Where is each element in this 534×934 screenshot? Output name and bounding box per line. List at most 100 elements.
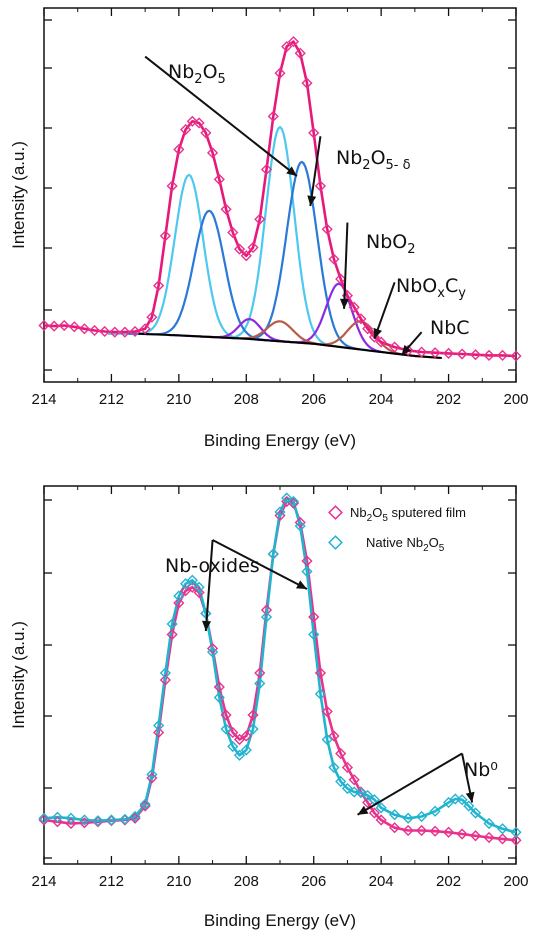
legend: Nb2O5 sputered film Native Nb2O5 — [328, 505, 466, 554]
data-point-native — [119, 813, 131, 825]
data-point — [328, 253, 340, 265]
data-point-sputtered — [301, 555, 313, 567]
arrow-nb2o5_delta_label — [309, 136, 322, 207]
data-point-native — [220, 723, 232, 735]
data-point-sputtered — [321, 705, 333, 718]
arrow-nb_oxides_label-head — [296, 580, 307, 589]
data-point-sputtered — [51, 816, 64, 828]
data-point — [321, 223, 333, 235]
envelope-line — [43, 40, 517, 358]
label-nb2o5-delta: Nb2O5- δ — [336, 147, 411, 173]
x-tick-label: 210 — [166, 391, 191, 408]
data-point-sputtered — [213, 681, 225, 693]
data-point-sputtered — [227, 726, 239, 739]
data-point — [287, 36, 300, 48]
data-point — [38, 319, 50, 332]
data-point-sputtered — [193, 586, 205, 599]
data-point-native — [173, 590, 185, 602]
component-nboxcy-peak-0 — [199, 320, 360, 351]
data-point-native — [247, 723, 259, 735]
data-point-native — [146, 768, 158, 781]
data-point-native — [308, 628, 320, 641]
data-point-native — [301, 565, 313, 578]
x-tick-label: 212 — [99, 873, 124, 890]
data-point-native — [341, 782, 354, 795]
data-point-native — [227, 740, 239, 753]
label-nbc: NbC — [430, 317, 470, 339]
data-point-sputtered — [166, 628, 178, 641]
top-y-ticks — [44, 19, 516, 371]
legend-label-sputtered: Nb2O5 sputered film — [350, 505, 466, 524]
data-point — [240, 250, 252, 262]
data-point-native — [287, 495, 300, 508]
data-point — [335, 273, 347, 285]
data-point — [173, 143, 185, 156]
data-point-native — [78, 814, 91, 826]
legend-marker-sputtered — [328, 505, 343, 520]
data-point-native — [389, 809, 401, 821]
data-point-native — [469, 807, 482, 819]
data-point-native — [159, 667, 171, 679]
data-point — [68, 321, 80, 333]
data-point-native — [206, 646, 219, 658]
data-point-sputtered — [389, 822, 401, 834]
data-point-sputtered — [159, 674, 171, 686]
data-point — [483, 349, 495, 361]
data-point-sputtered — [65, 817, 77, 830]
data-point-native — [402, 812, 414, 824]
data-point-native — [105, 814, 118, 826]
data-point-native — [321, 733, 333, 746]
data-point-native — [139, 798, 151, 810]
data-point-native — [348, 786, 360, 798]
data-point-sputtered — [173, 597, 185, 609]
arrow-nb2o5_delta_label-head — [307, 195, 317, 206]
data-point — [213, 173, 225, 185]
arrow-nb0_label — [357, 752, 463, 816]
data-point-native — [267, 548, 279, 560]
data-point-native — [442, 796, 455, 809]
data-point-native — [260, 611, 273, 623]
component-nbo2-peak-1 — [257, 282, 419, 358]
bottom-y-ticks — [44, 499, 516, 859]
label-nboxcy: NbOxCy — [396, 275, 466, 301]
data-point — [362, 323, 374, 335]
x-tick-label: 202 — [436, 391, 461, 408]
data-point-sputtered — [348, 774, 360, 786]
data-point-sputtered — [240, 730, 252, 742]
data-point-sputtered — [260, 604, 273, 616]
x-tick-label: 208 — [234, 391, 259, 408]
data-point-native — [65, 812, 77, 824]
data-point — [496, 349, 509, 361]
data-point — [281, 41, 293, 53]
data-point — [78, 323, 91, 335]
data-point — [166, 180, 178, 192]
top-y-axis-label: Intensity (a.u.) — [9, 141, 28, 249]
data-point-sputtered — [469, 830, 482, 842]
data-point-sputtered — [247, 709, 259, 721]
data-point-native — [180, 578, 192, 590]
data-point — [193, 117, 205, 129]
top-panel: 214 212 210 208 206 204 202 200 Nb2O5 Nb2O5- δ … — [9, 7, 529, 450]
arrow-nb_oxides_label — [204, 539, 214, 632]
data-point-native — [314, 688, 327, 700]
x-tick-label: 208 — [234, 873, 259, 890]
x-tick-label: 210 — [166, 873, 191, 890]
data-point-sputtered — [429, 825, 441, 837]
data-point-native — [416, 810, 428, 823]
data-point-sputtered — [180, 585, 192, 597]
data-point-sputtered — [328, 730, 340, 742]
data-point-sputtered — [456, 828, 468, 840]
x-tick-label: 204 — [369, 391, 394, 408]
bottom-arrows — [202, 539, 475, 816]
data-point-native — [186, 574, 198, 586]
data-point-native — [193, 581, 205, 593]
x-tick-label: 206 — [301, 391, 326, 408]
series-line-sputtered — [43, 500, 517, 842]
data-point-native — [375, 802, 387, 814]
data-point — [267, 110, 279, 122]
data-point-native — [429, 805, 441, 817]
data-point-native — [166, 618, 178, 630]
top-curves — [43, 40, 517, 359]
data-point-sputtered — [233, 733, 246, 746]
